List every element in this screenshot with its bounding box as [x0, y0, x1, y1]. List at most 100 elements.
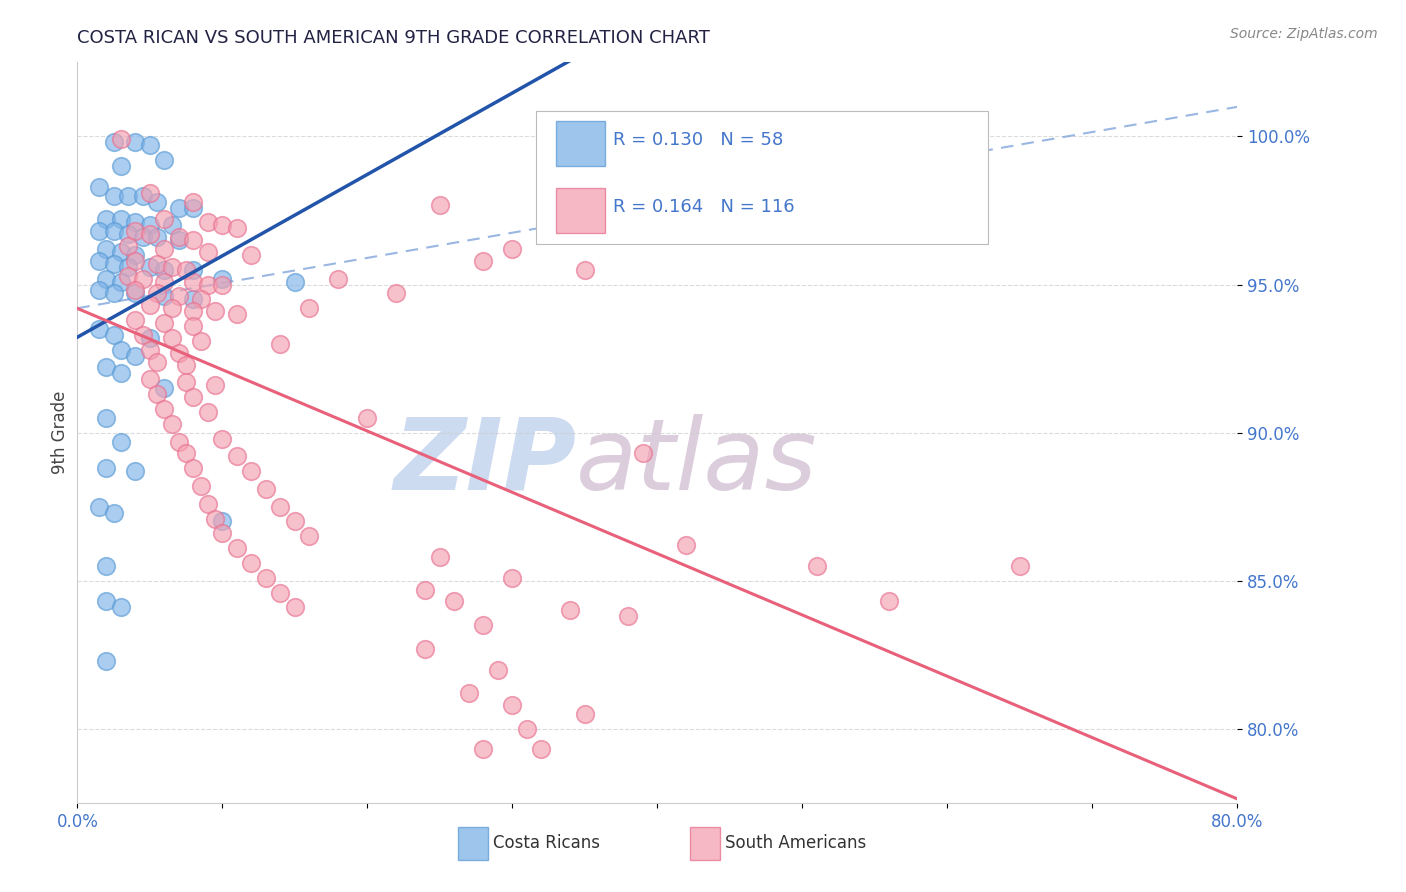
Point: [328, 271, 350, 285]
Point: [413, 641, 436, 656]
Point: [139, 331, 162, 345]
Point: [501, 571, 523, 585]
Point: [124, 464, 146, 478]
Point: [139, 260, 162, 274]
Point: [110, 434, 132, 449]
Point: [160, 260, 183, 274]
Point: [204, 511, 226, 525]
FancyBboxPatch shape: [690, 827, 720, 860]
Point: [131, 188, 153, 202]
Point: [87, 179, 110, 194]
Point: [211, 526, 233, 541]
Text: R = 0.130   N = 58: R = 0.130 N = 58: [613, 131, 783, 149]
Point: [146, 230, 169, 244]
Point: [501, 242, 523, 256]
Point: [96, 594, 118, 608]
Point: [153, 289, 176, 303]
Point: [96, 271, 118, 285]
Point: [96, 410, 118, 425]
Point: [516, 722, 538, 736]
Point: [153, 381, 176, 395]
Point: [103, 286, 125, 301]
Point: [183, 461, 205, 475]
Point: [124, 136, 146, 150]
Point: [124, 215, 146, 229]
Point: [298, 301, 321, 316]
Point: [160, 219, 183, 233]
Point: [103, 327, 125, 342]
Point: [806, 558, 828, 573]
Point: [153, 401, 176, 416]
Point: [110, 132, 132, 146]
Point: [211, 515, 233, 529]
Point: [472, 253, 495, 268]
Point: [472, 742, 495, 756]
Point: [103, 224, 125, 238]
Point: [197, 497, 219, 511]
Point: [110, 212, 132, 227]
Point: [124, 349, 146, 363]
Point: [457, 686, 479, 700]
Point: [617, 609, 640, 624]
Point: [117, 188, 139, 202]
Point: [574, 262, 596, 277]
FancyBboxPatch shape: [458, 827, 488, 860]
Point: [225, 307, 247, 321]
Text: South Americans: South Americans: [724, 834, 866, 852]
Point: [110, 343, 132, 357]
Point: [87, 253, 110, 268]
Point: [174, 376, 197, 390]
Text: Source: ZipAtlas.com: Source: ZipAtlas.com: [1230, 27, 1378, 41]
Point: [183, 262, 205, 277]
Point: [167, 434, 190, 449]
Text: Costa Ricans: Costa Ricans: [492, 834, 599, 852]
Point: [501, 698, 523, 712]
Point: [298, 529, 321, 543]
Point: [117, 239, 139, 253]
Point: [167, 201, 190, 215]
Y-axis label: 9th Grade: 9th Grade: [51, 391, 69, 475]
Point: [877, 594, 901, 608]
Point: [167, 233, 190, 247]
Point: [96, 212, 118, 227]
Point: [124, 253, 146, 268]
Point: [211, 432, 233, 446]
FancyBboxPatch shape: [536, 111, 988, 244]
Point: [225, 221, 247, 235]
Point: [87, 500, 110, 514]
Point: [87, 284, 110, 298]
Point: [96, 654, 118, 668]
Point: [472, 618, 495, 632]
Point: [574, 706, 596, 721]
Text: COSTA RICAN VS SOUTH AMERICAN 9TH GRADE CORRELATION CHART: COSTA RICAN VS SOUTH AMERICAN 9TH GRADE …: [77, 29, 710, 47]
Point: [183, 318, 205, 333]
Point: [87, 322, 110, 336]
Point: [139, 138, 162, 153]
Point: [96, 242, 118, 256]
Point: [124, 313, 146, 327]
Point: [131, 327, 153, 342]
Point: [110, 367, 132, 381]
Point: [174, 262, 197, 277]
Point: [139, 298, 162, 312]
Point: [560, 603, 582, 617]
Point: [117, 260, 139, 274]
Point: [103, 136, 125, 150]
Text: atlas: atlas: [576, 414, 818, 511]
Point: [197, 215, 219, 229]
Point: [96, 360, 118, 375]
Point: [153, 275, 176, 289]
Point: [197, 405, 219, 419]
Text: R = 0.164   N = 116: R = 0.164 N = 116: [613, 198, 794, 216]
Point: [167, 345, 190, 359]
FancyBboxPatch shape: [557, 187, 605, 233]
Point: [183, 275, 205, 289]
Point: [96, 558, 118, 573]
Point: [211, 277, 233, 292]
Point: [160, 331, 183, 345]
Point: [160, 301, 183, 316]
Point: [110, 600, 132, 615]
Point: [863, 159, 886, 173]
Point: [183, 293, 205, 307]
Point: [183, 233, 205, 247]
